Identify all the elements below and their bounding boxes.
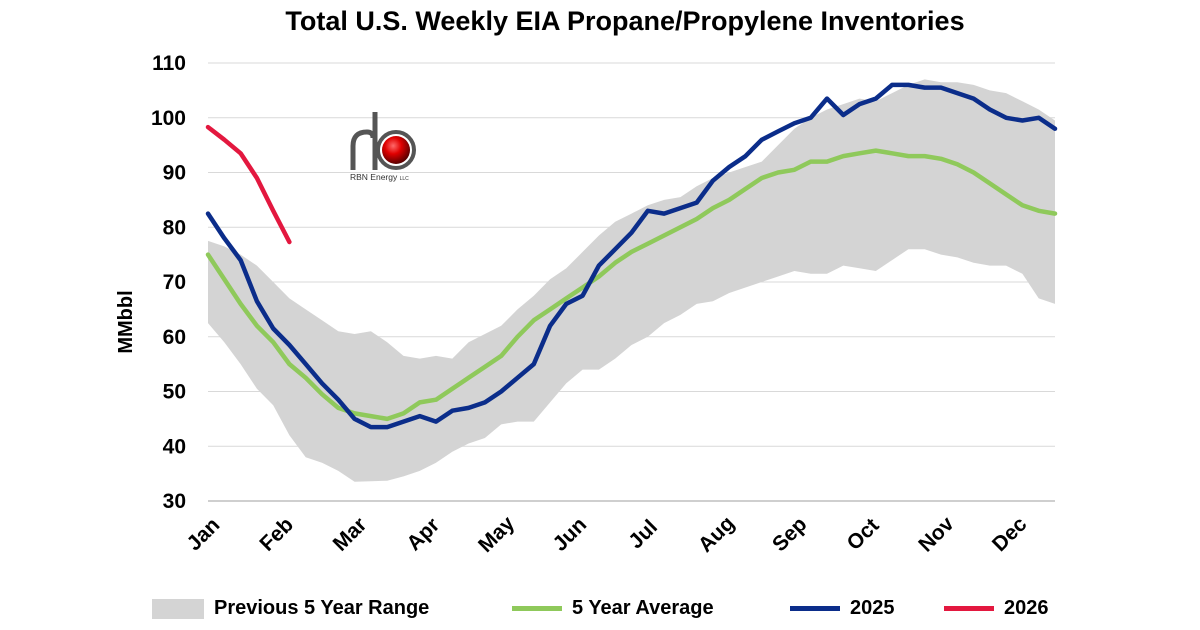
x-tick-label: Sep bbox=[768, 513, 811, 556]
logo-suffix: LLC bbox=[399, 176, 409, 182]
y-axis-label: MMbbl bbox=[115, 290, 137, 353]
y-tick-label: 110 bbox=[152, 52, 186, 75]
legend: Previous 5 Year Range 5 Year Average 202… bbox=[0, 597, 1200, 627]
y-tick-label: 60 bbox=[163, 326, 186, 349]
x-tick-label: Jul bbox=[624, 516, 662, 554]
legend-swatch-2026 bbox=[944, 606, 994, 611]
legend-item-average: 5 Year Average bbox=[512, 597, 714, 620]
x-tick-label: Mar bbox=[329, 513, 372, 556]
x-tick-label: Aug bbox=[694, 512, 739, 557]
legend-label-average: 5 Year Average bbox=[572, 597, 714, 619]
range-area bbox=[208, 79, 1055, 482]
series-line-2025 bbox=[205, 82, 1058, 430]
x-tick-label: Nov bbox=[914, 512, 959, 557]
x-axis: Jan Feb Mar Apr May Jun Jul Aug Sep Oct Nov Dec bbox=[182, 512, 1031, 557]
y-tick-label: 30 bbox=[163, 490, 186, 513]
x-tick-label: Jan bbox=[182, 513, 224, 555]
chart-title: Total U.S. Weekly EIA Propane/Propylene … bbox=[285, 6, 965, 36]
legend-label-2026: 2026 bbox=[1004, 597, 1049, 619]
legend-item-2025: 2025 bbox=[790, 597, 895, 620]
rbn-energy-logo bbox=[343, 108, 433, 188]
y-tick-label: 50 bbox=[163, 381, 186, 404]
y-tick-label: 80 bbox=[163, 216, 186, 239]
legend-item-range: Previous 5 Year Range bbox=[152, 597, 429, 620]
x-tick-label: Jun bbox=[549, 513, 592, 556]
logo-mark-icon bbox=[350, 112, 416, 170]
x-tick-label: Oct bbox=[843, 514, 884, 555]
x-tick-label: May bbox=[474, 512, 519, 557]
series-layer bbox=[205, 82, 1058, 430]
y-tick-label: 70 bbox=[163, 271, 186, 294]
legend-swatch-2025 bbox=[790, 606, 840, 611]
x-tick-label: Dec bbox=[988, 512, 1032, 556]
range-area-layer bbox=[208, 79, 1055, 482]
legend-label-range: Previous 5 Year Range bbox=[214, 597, 430, 619]
x-tick-label: Apr bbox=[402, 513, 444, 555]
x-tick-label: Feb bbox=[255, 513, 298, 556]
legend-item-2026: 2026 bbox=[944, 597, 1049, 620]
legend-swatch-average bbox=[512, 606, 562, 611]
logo-text: RBN Energy LLC bbox=[350, 172, 409, 182]
legend-swatch-range bbox=[152, 598, 204, 619]
logo-name: RBN Energy bbox=[350, 172, 398, 182]
legend-label-2025: 2025 bbox=[850, 597, 895, 619]
y-tick-label: 90 bbox=[163, 162, 186, 185]
y-tick-label: 40 bbox=[163, 435, 186, 458]
y-tick-label: 100 bbox=[151, 107, 186, 130]
series-line-2026 bbox=[205, 124, 292, 245]
y-axis: 30 40 50 60 70 80 90 100 110 bbox=[151, 52, 186, 513]
